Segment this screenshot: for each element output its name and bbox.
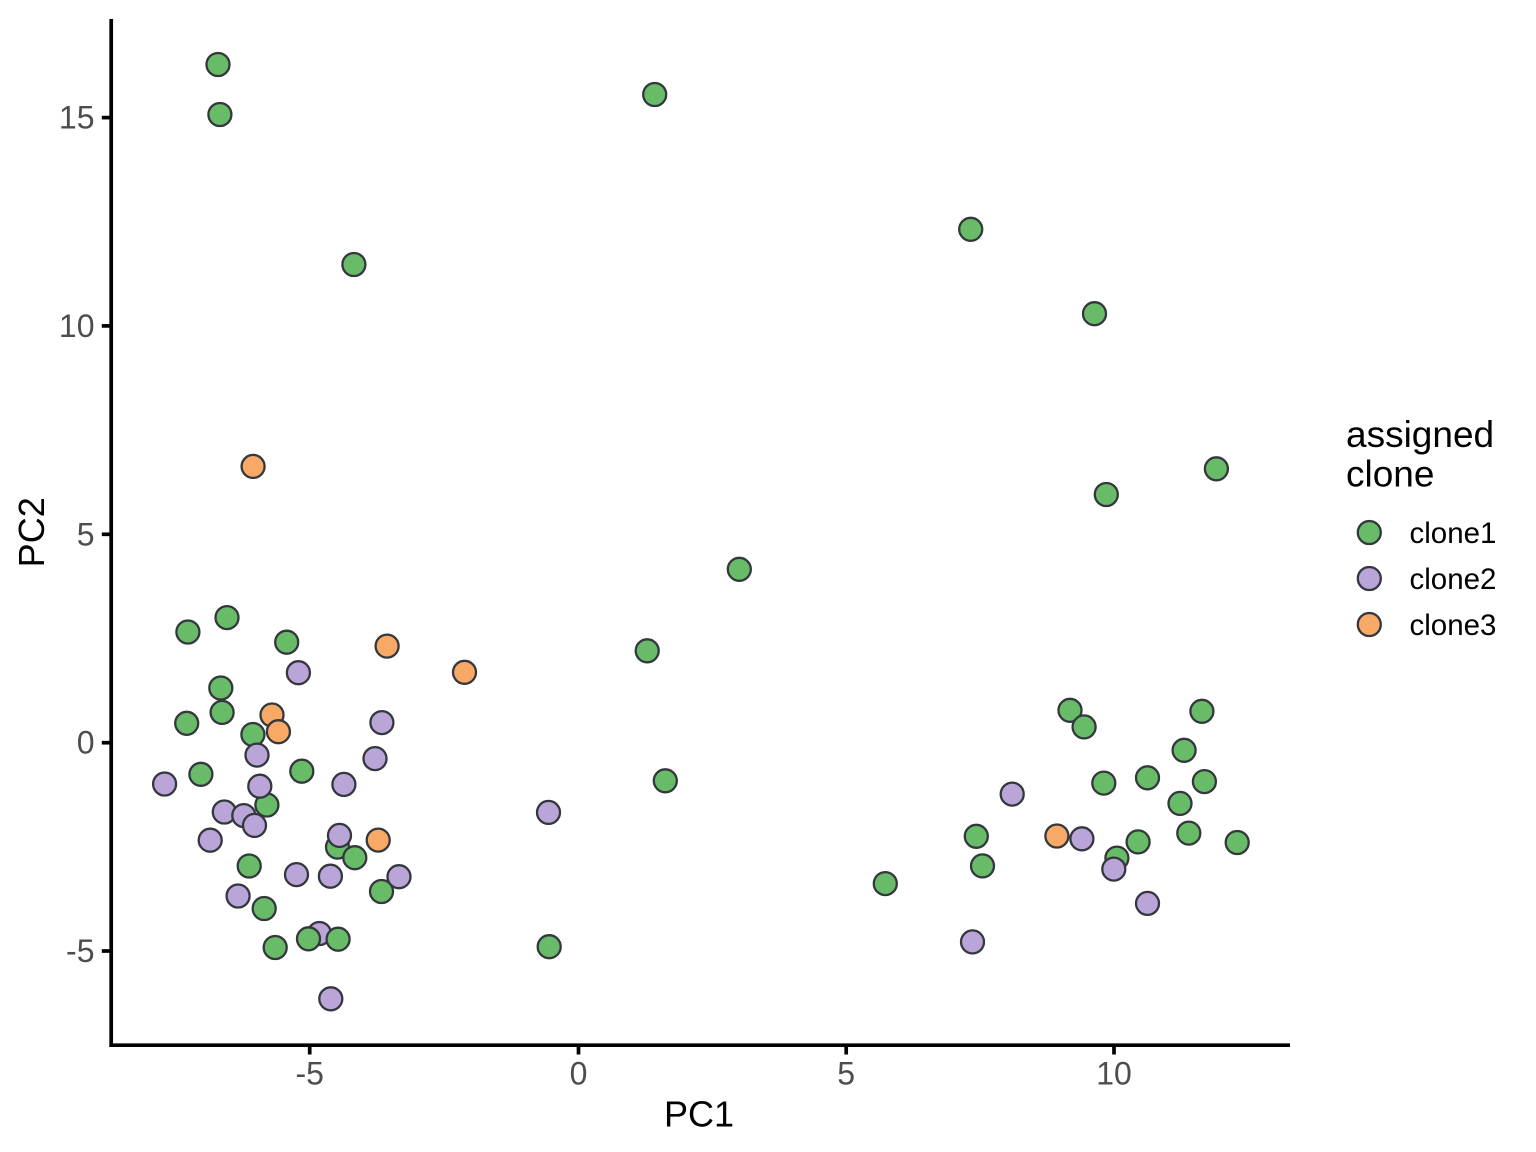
svg-text:10: 10 — [59, 308, 95, 344]
svg-text:15: 15 — [59, 100, 95, 136]
svg-text:assigned: assigned — [1346, 414, 1494, 455]
svg-text:5: 5 — [837, 1056, 855, 1092]
svg-text:0: 0 — [570, 1056, 588, 1092]
svg-text:10: 10 — [1096, 1056, 1132, 1092]
svg-text:-5: -5 — [295, 1056, 323, 1092]
svg-text:clone1: clone1 — [1410, 517, 1497, 550]
svg-text:0: 0 — [77, 725, 95, 761]
svg-text:5: 5 — [77, 516, 95, 552]
svg-text:clone3: clone3 — [1410, 609, 1497, 642]
svg-text:-5: -5 — [66, 933, 94, 969]
svg-text:PC1: PC1 — [664, 1094, 734, 1135]
svg-text:PC2: PC2 — [11, 497, 52, 567]
svg-text:clone: clone — [1346, 454, 1434, 495]
svg-text:clone2: clone2 — [1410, 563, 1497, 596]
